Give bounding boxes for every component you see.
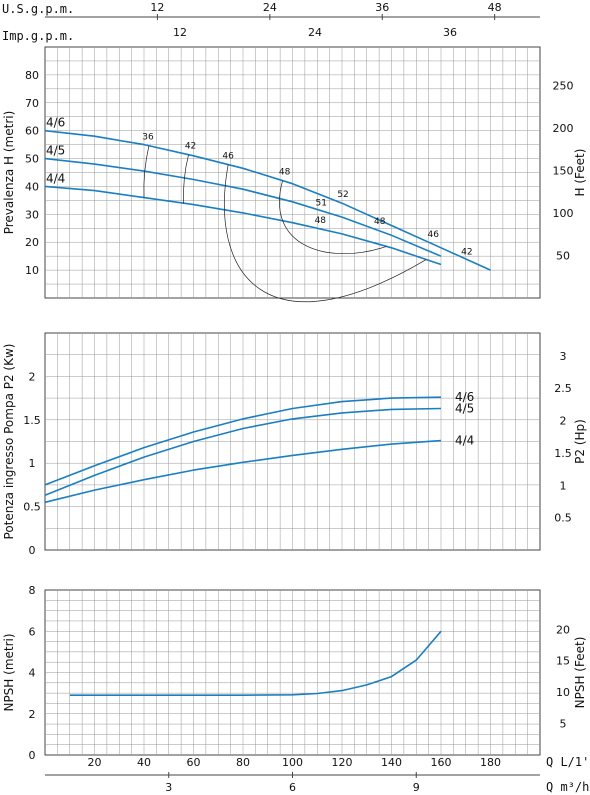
efficiency-label: 42: [461, 247, 472, 257]
curve-NPSH: [69, 630, 442, 697]
y-left-tick-label: 20: [25, 236, 39, 249]
y-left-tick-label: 70: [25, 97, 39, 110]
y-right-axis-title: H (Feet): [573, 149, 587, 197]
usgpm-tick-label: 48: [488, 1, 502, 14]
x-tick-label: 180: [480, 756, 501, 769]
series-label: 4/5: [46, 144, 65, 158]
x-tick-label: 120: [332, 756, 353, 769]
x2-axis-title: Q m³/h: [546, 780, 589, 794]
y-left-tick-label: 1.5: [23, 414, 41, 427]
series-label: 4/4: [46, 171, 65, 185]
y-left-tick-label: 4: [29, 667, 36, 680]
efficiency-label: 46: [222, 152, 234, 162]
usgpm-tick-label: 36: [375, 1, 389, 14]
efficiency-label: 48: [374, 217, 386, 227]
curve-4-5: [44, 157, 442, 257]
efficiency-label: 51: [316, 198, 327, 208]
y-right-tick-label: 3: [560, 350, 567, 363]
y-right-tick-label: 50: [556, 249, 570, 262]
y-left-tick-label: 0: [29, 749, 36, 762]
iso-efficiency-46: [224, 164, 427, 303]
efficiency-label: 48: [315, 216, 327, 226]
y-right-tick-label: 1: [560, 479, 567, 492]
y-left-axis-title: Prevalenza H (metri): [2, 111, 16, 235]
y-left-tick-label: 0: [29, 544, 36, 557]
efficiency-label: 46: [427, 230, 439, 240]
y-right-tick-label: 2.5: [554, 382, 572, 395]
y-right-tick-label: 10: [556, 686, 570, 699]
grid-layer: [45, 47, 540, 755]
x-axis-title: Q L/1': [546, 755, 589, 769]
curve-4-5: [44, 407, 442, 497]
y-left-tick-label: 8: [29, 584, 36, 597]
usgpm-tick-label: 24: [263, 1, 277, 14]
series-label: 4/6: [46, 116, 65, 130]
y-right-tick-label: 2: [560, 415, 567, 428]
m3h-tick-label: 6: [289, 781, 296, 794]
y-left-tick-label: 10: [25, 264, 39, 277]
y-right-tick-label: 0.5: [554, 512, 572, 525]
y-right-tick-label: 100: [553, 207, 574, 220]
curve-4-6: [44, 129, 491, 271]
y-right-tick-label: 250: [553, 79, 574, 92]
y-right-axis-title: P2 (Hp): [573, 419, 587, 464]
y-right-tick-label: 5: [560, 718, 567, 731]
y-left-tick-label: 6: [29, 625, 36, 638]
curve-4-4: [44, 185, 442, 266]
x-tick-label: 140: [381, 756, 402, 769]
m3h-tick-label: 3: [165, 781, 172, 794]
y-left-tick-label: 0.5: [23, 501, 41, 514]
efficiency-label: 42: [185, 142, 196, 152]
x-tick-label: 20: [88, 756, 102, 769]
iso-efficiency-42: [183, 154, 189, 204]
y-left-tick-label: 2: [29, 370, 36, 383]
series-label: 4/6: [455, 390, 474, 404]
y-right-axis-title: NPSH (Feet): [573, 637, 587, 709]
y-left-tick-label: 30: [25, 208, 39, 221]
usgpm-axis-label: U.S.g.p.m.: [2, 2, 74, 16]
y-left-axis-title: Potenza ingresso Pompa P2 (Kw): [2, 344, 16, 540]
y-left-tick-label: 2: [29, 708, 36, 721]
iso-efficiency-48: [279, 180, 387, 254]
y-right-tick-label: 20: [556, 623, 570, 636]
curve-4-6: [44, 396, 442, 486]
impgpm-axis-label: Imp.g.p.m.: [2, 29, 74, 43]
y-left-tick-label: 60: [25, 125, 39, 138]
y-right-tick-label: 150: [553, 164, 574, 177]
y-right-tick-label: 1.5: [554, 447, 572, 460]
efficiency-label: 36: [142, 133, 154, 143]
y-right-tick-label: 200: [553, 122, 574, 135]
x-tick-label: 60: [187, 756, 201, 769]
x-tick-label: 40: [137, 756, 151, 769]
series-label: 4/4: [455, 434, 474, 448]
y-left-axis-title: NPSH (metri): [2, 633, 16, 711]
impgpm-tick-label: 12: [173, 26, 187, 39]
impgpm-tick-label: 36: [443, 26, 457, 39]
iso-efficiency-36: [143, 145, 150, 198]
impgpm-tick-label: 24: [308, 26, 322, 39]
series-label: 4/5: [455, 402, 474, 416]
usgpm-tick-label: 12: [150, 1, 164, 14]
curves-layer: [44, 129, 491, 697]
y-left-tick-label: 80: [25, 69, 39, 82]
x-tick-label: 80: [236, 756, 250, 769]
y-left-tick-label: 40: [25, 180, 39, 193]
y-right-tick-label: 15: [556, 655, 570, 668]
x-tick-label: 160: [431, 756, 452, 769]
efficiency-label: 48: [279, 168, 291, 178]
y-left-tick-label: 1: [29, 457, 36, 470]
y-left-tick-label: 50: [25, 153, 39, 166]
curve-4-4: [44, 439, 442, 504]
x-tick-label: 100: [282, 756, 303, 769]
efficiency-label: 52: [337, 190, 348, 200]
m3h-tick-label: 9: [413, 781, 420, 794]
